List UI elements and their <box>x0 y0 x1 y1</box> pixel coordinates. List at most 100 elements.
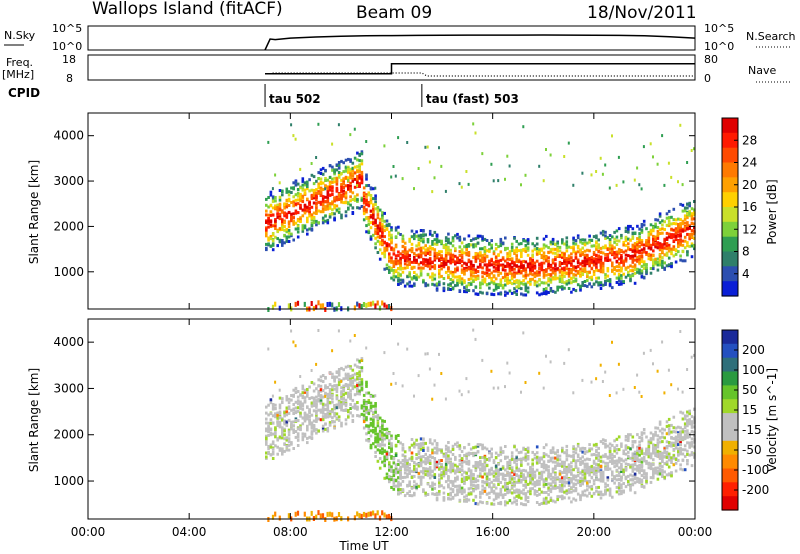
power-cell <box>463 270 466 274</box>
velocity-cell <box>294 511 297 517</box>
velocity-cell <box>287 437 291 441</box>
power-cell <box>581 171 584 175</box>
power-cell <box>608 186 611 190</box>
power-cell <box>460 252 464 256</box>
power-cell <box>693 200 696 203</box>
velocity-cell <box>492 478 496 482</box>
velocity-cell <box>449 470 452 474</box>
velocity-cell <box>294 419 298 422</box>
power-cell <box>497 245 500 249</box>
velocity-cell <box>360 380 364 384</box>
power-cell <box>479 234 482 238</box>
power-cell <box>410 284 414 288</box>
velocity-cell <box>265 405 268 409</box>
power-cell <box>367 222 371 226</box>
power-cell <box>337 302 341 308</box>
power-cell <box>492 179 495 183</box>
power-cell <box>394 269 398 273</box>
power-cell <box>510 257 514 261</box>
power-cell <box>524 273 528 277</box>
power-cell <box>351 179 355 183</box>
power-cell <box>431 233 434 237</box>
power-cell <box>522 264 525 268</box>
power-cell <box>372 197 375 201</box>
velocity-cell <box>499 459 503 463</box>
power-cell <box>465 245 468 249</box>
power-cell <box>535 291 539 295</box>
power-cell <box>556 288 559 292</box>
power-cell <box>563 266 566 270</box>
velocity-cell <box>374 408 377 412</box>
velocity-cell <box>315 405 318 409</box>
velocity-cell <box>344 418 348 422</box>
velocity-cell <box>315 416 318 420</box>
velocity-cell <box>301 384 305 388</box>
velocity-cell <box>283 427 286 431</box>
power-cell <box>508 164 511 168</box>
velocity-cell <box>292 420 295 424</box>
velocity-cell <box>303 388 307 392</box>
velocity-cell <box>301 391 305 395</box>
power-cell <box>679 258 682 262</box>
power-cell <box>526 247 530 251</box>
power-cell <box>315 223 318 227</box>
power-cell <box>294 137 297 141</box>
power-cell <box>542 179 545 183</box>
power-cell <box>551 266 555 270</box>
velocity-cell <box>465 471 468 475</box>
power-cell <box>481 259 484 263</box>
velocity-cell <box>378 451 382 455</box>
velocity-cell <box>342 402 345 406</box>
velocity-cell <box>333 407 336 411</box>
power-cell <box>312 221 316 225</box>
power-cell <box>617 239 621 243</box>
velocity-cell <box>410 486 414 490</box>
power-cell <box>447 248 450 252</box>
velocity-cell <box>490 502 493 506</box>
velocity-cell <box>497 386 500 390</box>
power-cell <box>483 263 487 267</box>
power-cell <box>267 236 270 240</box>
velocity-cell <box>492 459 496 463</box>
power-cell <box>561 253 564 257</box>
velocity-cell <box>472 464 475 468</box>
velocity-cell <box>447 441 450 444</box>
power-cell <box>413 260 416 264</box>
velocity-cell <box>358 370 361 374</box>
power-cell <box>508 281 512 285</box>
power-cell <box>595 170 598 173</box>
velocity-cell <box>326 401 330 405</box>
power-cell <box>474 259 478 263</box>
velocity-cell <box>390 456 393 460</box>
velocity-cell <box>292 447 295 450</box>
power-cell <box>494 263 498 267</box>
velocity-cell <box>324 422 327 426</box>
velocity-cell <box>281 452 284 456</box>
velocity-cell <box>515 488 518 492</box>
power-cell <box>526 253 530 257</box>
velocity-cell <box>451 448 455 451</box>
power-cell <box>608 234 612 237</box>
power-cell <box>649 223 653 227</box>
velocity-cell <box>326 398 330 402</box>
power-cell <box>321 303 325 309</box>
power-cell <box>431 278 434 282</box>
power-cell <box>392 248 396 252</box>
power-cell <box>456 283 459 287</box>
power-cell <box>342 161 345 165</box>
power-cell <box>388 256 391 260</box>
power-cell <box>624 226 628 230</box>
power-cell <box>526 262 530 266</box>
velocity-cell <box>444 462 448 466</box>
velocity-cell <box>517 479 521 483</box>
power-cell <box>474 237 478 241</box>
power-cell <box>510 245 514 249</box>
power-cell <box>693 222 696 226</box>
power-cell <box>403 256 407 260</box>
velocity-cell <box>397 342 400 346</box>
velocity-cell <box>469 483 473 487</box>
power-cell <box>397 259 400 263</box>
velocity-cell <box>331 384 334 388</box>
power-cell <box>677 245 680 248</box>
power-cell <box>590 278 594 282</box>
